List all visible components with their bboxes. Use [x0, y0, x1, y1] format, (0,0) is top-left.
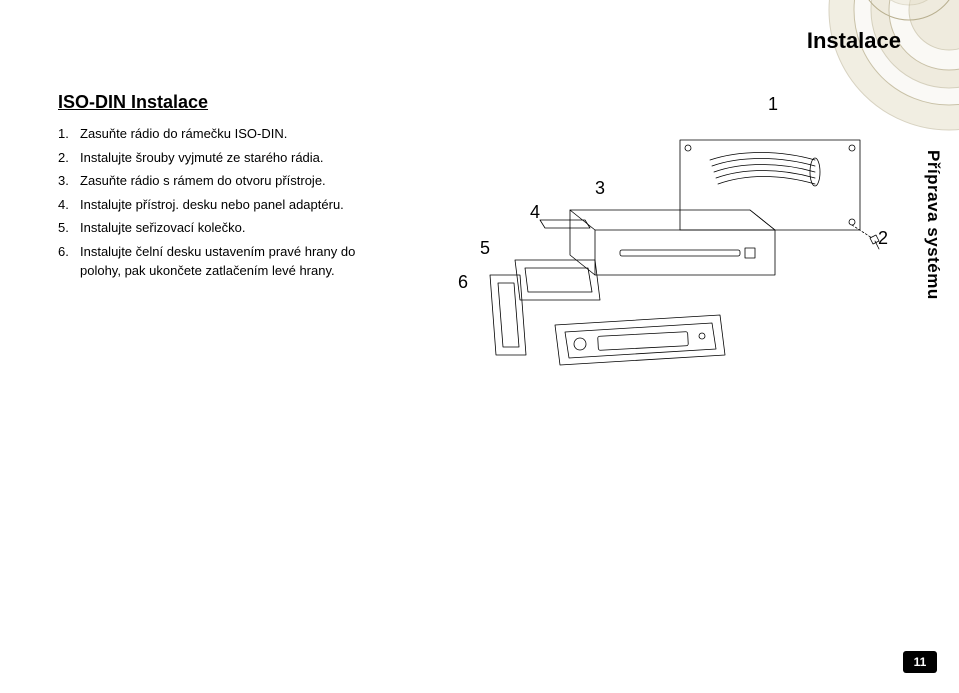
list-item: 3. Zasuňte rádio s rámem do otvoru příst…	[58, 171, 378, 191]
callout-3: 3	[595, 178, 605, 199]
list-item: 1. Zasuňte rádio do rámečku ISO-DIN.	[58, 124, 378, 144]
step-text: Instalujte čelní desku ustavením pravé h…	[80, 242, 378, 281]
step-number: 6.	[58, 242, 80, 281]
installation-diagram: 1 2 3 4 5 6	[420, 100, 900, 390]
step-number: 2.	[58, 148, 80, 168]
list-item: 2. Instalujte šrouby vyjmuté ze starého …	[58, 148, 378, 168]
step-text: Instalujte seřizovací kolečko.	[80, 218, 378, 238]
step-number: 3.	[58, 171, 80, 191]
callout-5: 5	[480, 238, 490, 259]
list-item: 5. Instalujte seřizovací kolečko.	[58, 218, 378, 238]
step-number: 5.	[58, 218, 80, 238]
step-text: Instalujte přístroj. desku nebo panel ad…	[80, 195, 378, 215]
step-number: 1.	[58, 124, 80, 144]
section-sidebar-label: Příprava systému	[923, 150, 943, 300]
page-number: 11	[903, 651, 937, 673]
step-text: Instalujte šrouby vyjmuté ze starého rád…	[80, 148, 378, 168]
callout-6: 6	[458, 272, 468, 293]
list-item: 4. Instalujte přístroj. desku nebo panel…	[58, 195, 378, 215]
step-number: 4.	[58, 195, 80, 215]
step-text: Zasuňte rádio s rámem do otvoru přístroj…	[80, 171, 378, 191]
instruction-list: 1. Zasuňte rádio do rámečku ISO-DIN. 2. …	[58, 124, 378, 285]
section-title: ISO-DIN Instalace	[58, 92, 208, 113]
page-title: Instalace	[807, 28, 901, 54]
callout-4: 4	[530, 202, 540, 223]
callout-1: 1	[768, 94, 778, 115]
step-text: Zasuňte rádio do rámečku ISO-DIN.	[80, 124, 378, 144]
list-item: 6. Instalujte čelní desku ustavením prav…	[58, 242, 378, 281]
callout-2: 2	[878, 228, 888, 249]
